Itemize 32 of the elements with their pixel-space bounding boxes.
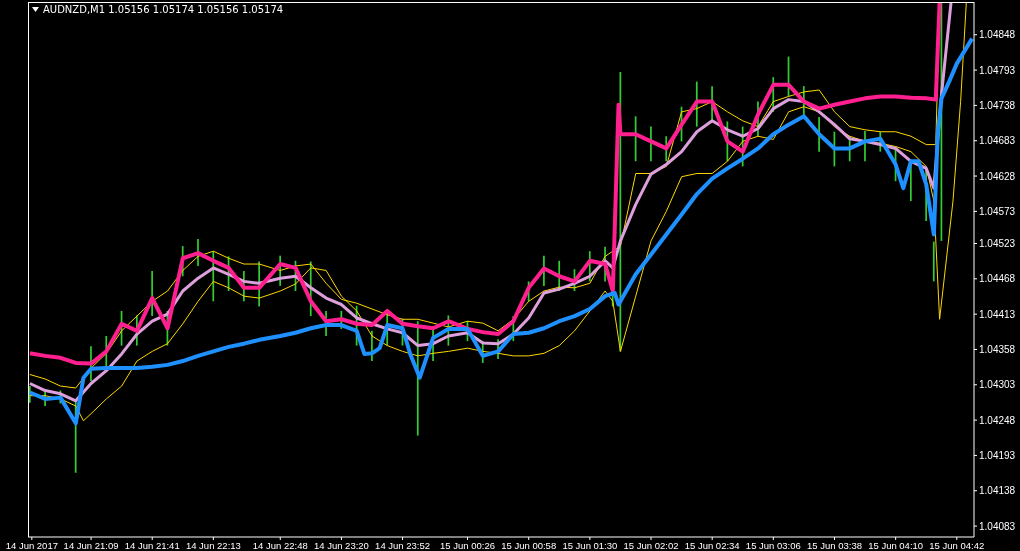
x-tick-label: 15 Jun 03:38: [807, 539, 862, 551]
y-tick-label: 1.04628: [979, 170, 1016, 182]
y-tick-label: 1.04413: [979, 308, 1016, 320]
x-tick-label: 15 Jun 04:42: [929, 539, 985, 551]
x-tick-label: 14 Jun 22:13: [185, 539, 241, 551]
x-tick-label: 14 Jun 23:20: [313, 539, 369, 551]
x-tick-label: 14 Jun 21:41: [124, 539, 180, 551]
x-tick-label: 15 Jun 00:26: [440, 539, 496, 551]
y-tick-label: 1.04083: [979, 520, 1016, 532]
y-tick-label: 1.04573: [979, 205, 1016, 217]
x-tick-label: 15 Jun 00:58: [501, 539, 557, 551]
x-tick-label: 15 Jun 02:34: [684, 539, 740, 551]
x-tick-label: 14 Jun 23:52: [375, 539, 431, 551]
y-tick-label: 1.04793: [979, 64, 1016, 76]
x-tick-label: 15 Jun 03:06: [745, 539, 801, 551]
y-tick-label: 1.04193: [979, 449, 1016, 461]
y-tick-label: 1.04738: [979, 99, 1016, 111]
y-tick-label: 1.04248: [979, 414, 1016, 426]
y-tick-label: 1.04848: [979, 29, 1016, 41]
x-tick-label: 14 Jun 22:48: [252, 539, 308, 551]
y-tick-label: 1.04468: [979, 273, 1016, 285]
x-tick-label: 15 Jun 01:30: [562, 539, 618, 551]
y-tick-label: 1.04138: [979, 485, 1016, 497]
y-tick-label: 1.04523: [979, 238, 1016, 250]
x-tick-label: 14 Jun 2017: [5, 539, 58, 551]
x-tick-label: 15 Jun 04:10: [868, 539, 924, 551]
y-tick-label: 1.04683: [979, 135, 1016, 147]
x-tick-label: 14 Jun 21:09: [63, 539, 119, 551]
y-tick-label: 1.04358: [979, 344, 1016, 356]
y-tick-label: 1.04303: [979, 379, 1016, 391]
x-tick-label: 15 Jun 02:02: [623, 539, 679, 551]
chart-title: AUDNZD,M1 1.05156 1.05174 1.05156 1.05174: [43, 4, 284, 15]
